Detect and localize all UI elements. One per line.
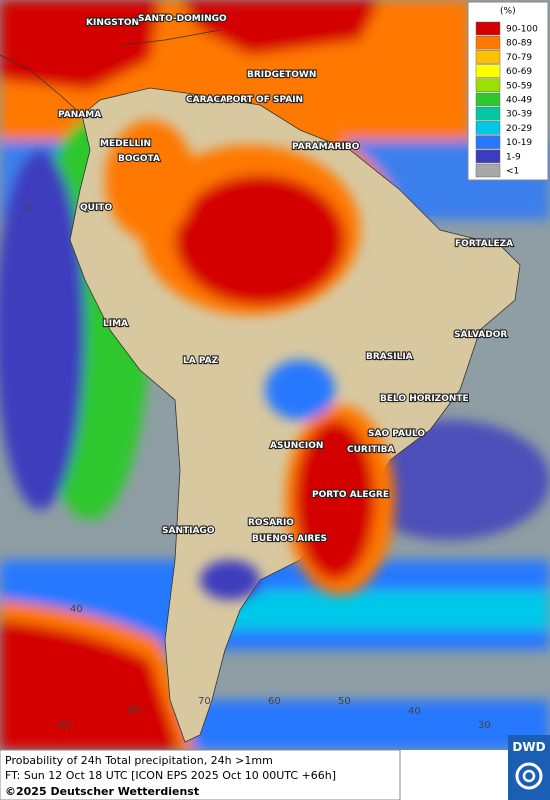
city-label: SANTIAGO xyxy=(162,526,215,536)
grid-label: 30 xyxy=(478,720,491,731)
city-label: CARACAS xyxy=(186,95,234,105)
city-label: BRASILIA xyxy=(366,352,413,362)
precip-band xyxy=(150,700,550,750)
legend-label: 60-69 xyxy=(506,67,532,77)
footer-line: FT: Sun 12 Oct 18 UTC [ICON EPS 2025 Oct… xyxy=(5,769,336,782)
legend-swatch xyxy=(475,92,501,107)
city-label: SALVADOR xyxy=(454,330,507,340)
legend-title: (%) xyxy=(500,7,516,17)
legend-label: 10-19 xyxy=(506,138,532,148)
city-label: ASUNCION xyxy=(270,441,323,451)
footer-line: ©2025 Deutscher Wetterdienst xyxy=(5,785,199,798)
legend-swatch xyxy=(475,121,501,135)
city-label: LA PAZ xyxy=(183,356,219,366)
grid-label: 40 xyxy=(70,604,83,615)
precip-blob xyxy=(0,150,85,510)
city-label: BUENOS AIRES xyxy=(252,534,327,544)
precip-blob xyxy=(295,420,375,580)
city-label: SANTO-DOMINGO xyxy=(138,14,227,24)
coastline xyxy=(0,54,83,116)
city-label: FORTALEZA xyxy=(455,239,513,249)
legend-label: 20-29 xyxy=(506,124,532,134)
precip-blob xyxy=(0,0,160,90)
precip-blob xyxy=(175,175,345,305)
city-label: ROSARIO xyxy=(248,518,294,528)
precip-band xyxy=(200,590,550,630)
city-label: PANAMA xyxy=(58,110,101,120)
city-label: PORTO ALEGRE xyxy=(312,490,389,500)
footer-box xyxy=(0,749,401,800)
grid-label: 50 xyxy=(338,696,351,707)
city-label: BELO HORIZONTE xyxy=(380,394,469,404)
legend-label: 90-100 xyxy=(506,25,538,35)
legend-label: 80-89 xyxy=(506,39,532,49)
legend-swatch xyxy=(475,106,501,121)
legend-label: 50-59 xyxy=(506,81,532,91)
legend: (%) 90-100 80-89 70-79 60-69 50-59 40-49 30-39… xyxy=(467,1,549,181)
legend-swatch xyxy=(475,35,501,50)
city-label: PORT OF SPAIN xyxy=(226,95,303,105)
grid-label: 60 xyxy=(58,720,71,731)
legend-label: 40-49 xyxy=(506,96,532,106)
city-labels: KINGSTON SANTO-DOMINGO BRIDGETOWN CARACA… xyxy=(57,13,514,545)
legend-swatch xyxy=(475,78,501,93)
legend-swatch xyxy=(475,50,501,64)
legend-label: 1-9 xyxy=(506,152,521,162)
legend-swatch xyxy=(475,163,501,178)
coastline xyxy=(119,29,221,46)
city-label: KINGSTON xyxy=(86,18,139,28)
legend-swatch xyxy=(475,64,501,78)
footer-line: Probability of 24h Total precipitation, … xyxy=(5,754,273,767)
precip-blob xyxy=(200,560,260,600)
grid-label: 70 xyxy=(198,696,211,707)
legend-swatch xyxy=(475,149,501,164)
land-precip xyxy=(105,120,395,600)
logo-icon xyxy=(522,769,536,783)
grid-label: 40 xyxy=(408,706,421,717)
grid-label: 80 xyxy=(128,705,141,716)
city-label: BOGOTA xyxy=(118,154,160,164)
city-label: MEDELLIN xyxy=(100,139,151,149)
logo-icon xyxy=(515,762,543,790)
legend-swatch xyxy=(475,135,501,149)
logo-text: DWD xyxy=(512,740,545,754)
city-label: BRIDGETOWN xyxy=(247,70,316,80)
precip-blob xyxy=(180,0,380,55)
footer: Probability of 24h Total precipitation, … xyxy=(0,735,550,800)
precip-blob xyxy=(105,120,195,240)
city-label: SAO PAULO xyxy=(368,429,425,439)
grid-label: 0 xyxy=(26,202,32,213)
grid-labels: 0 40 80 60 70 60 50 40 30 xyxy=(26,202,491,731)
precip-blob xyxy=(265,360,335,420)
city-label: PARAMARIBO xyxy=(292,142,360,152)
city-label: LIMA xyxy=(103,319,128,329)
map-area xyxy=(0,0,550,750)
legend-label: 70-79 xyxy=(506,53,532,63)
grid-label: 60 xyxy=(268,696,281,707)
legend-label: 30-39 xyxy=(506,110,532,120)
legend-swatch xyxy=(475,21,501,36)
city-label: CURITIBA xyxy=(347,445,395,455)
legend-label: <1 xyxy=(506,167,519,177)
precip-blob xyxy=(0,620,180,750)
city-label: QUITO xyxy=(80,203,112,213)
